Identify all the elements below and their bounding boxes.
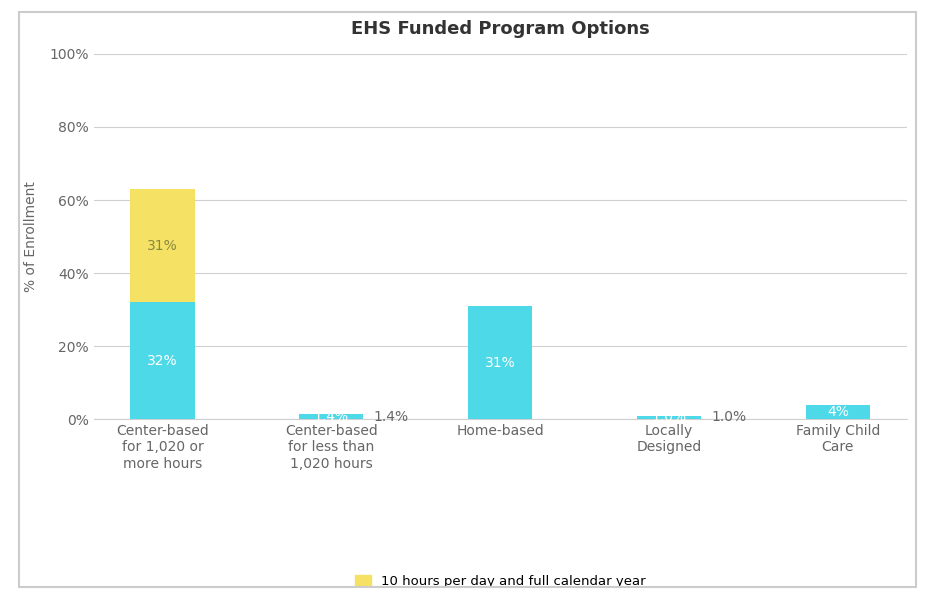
Bar [468,306,532,419]
Title: EHS Funded Program Options: EHS Funded Program Options [351,20,650,38]
Bar [637,416,701,419]
Y-axis label: % of Enrollment: % of Enrollment [24,181,38,292]
Text: 1.4%: 1.4% [314,410,349,423]
Bar [131,189,194,302]
Text: 31%: 31% [147,239,178,253]
Text: 31%: 31% [485,356,515,370]
Bar [299,414,364,419]
Text: 1.4%: 1.4% [374,410,409,423]
Legend: 10 hours per day and full calendar year: 10 hours per day and full calendar year [354,574,646,588]
Text: 1.0%: 1.0% [652,410,686,425]
Text: 1.0%: 1.0% [712,410,746,425]
Text: 4%: 4% [827,405,849,419]
Bar [806,405,870,419]
Text: 32%: 32% [147,354,178,368]
Bar [131,302,194,419]
